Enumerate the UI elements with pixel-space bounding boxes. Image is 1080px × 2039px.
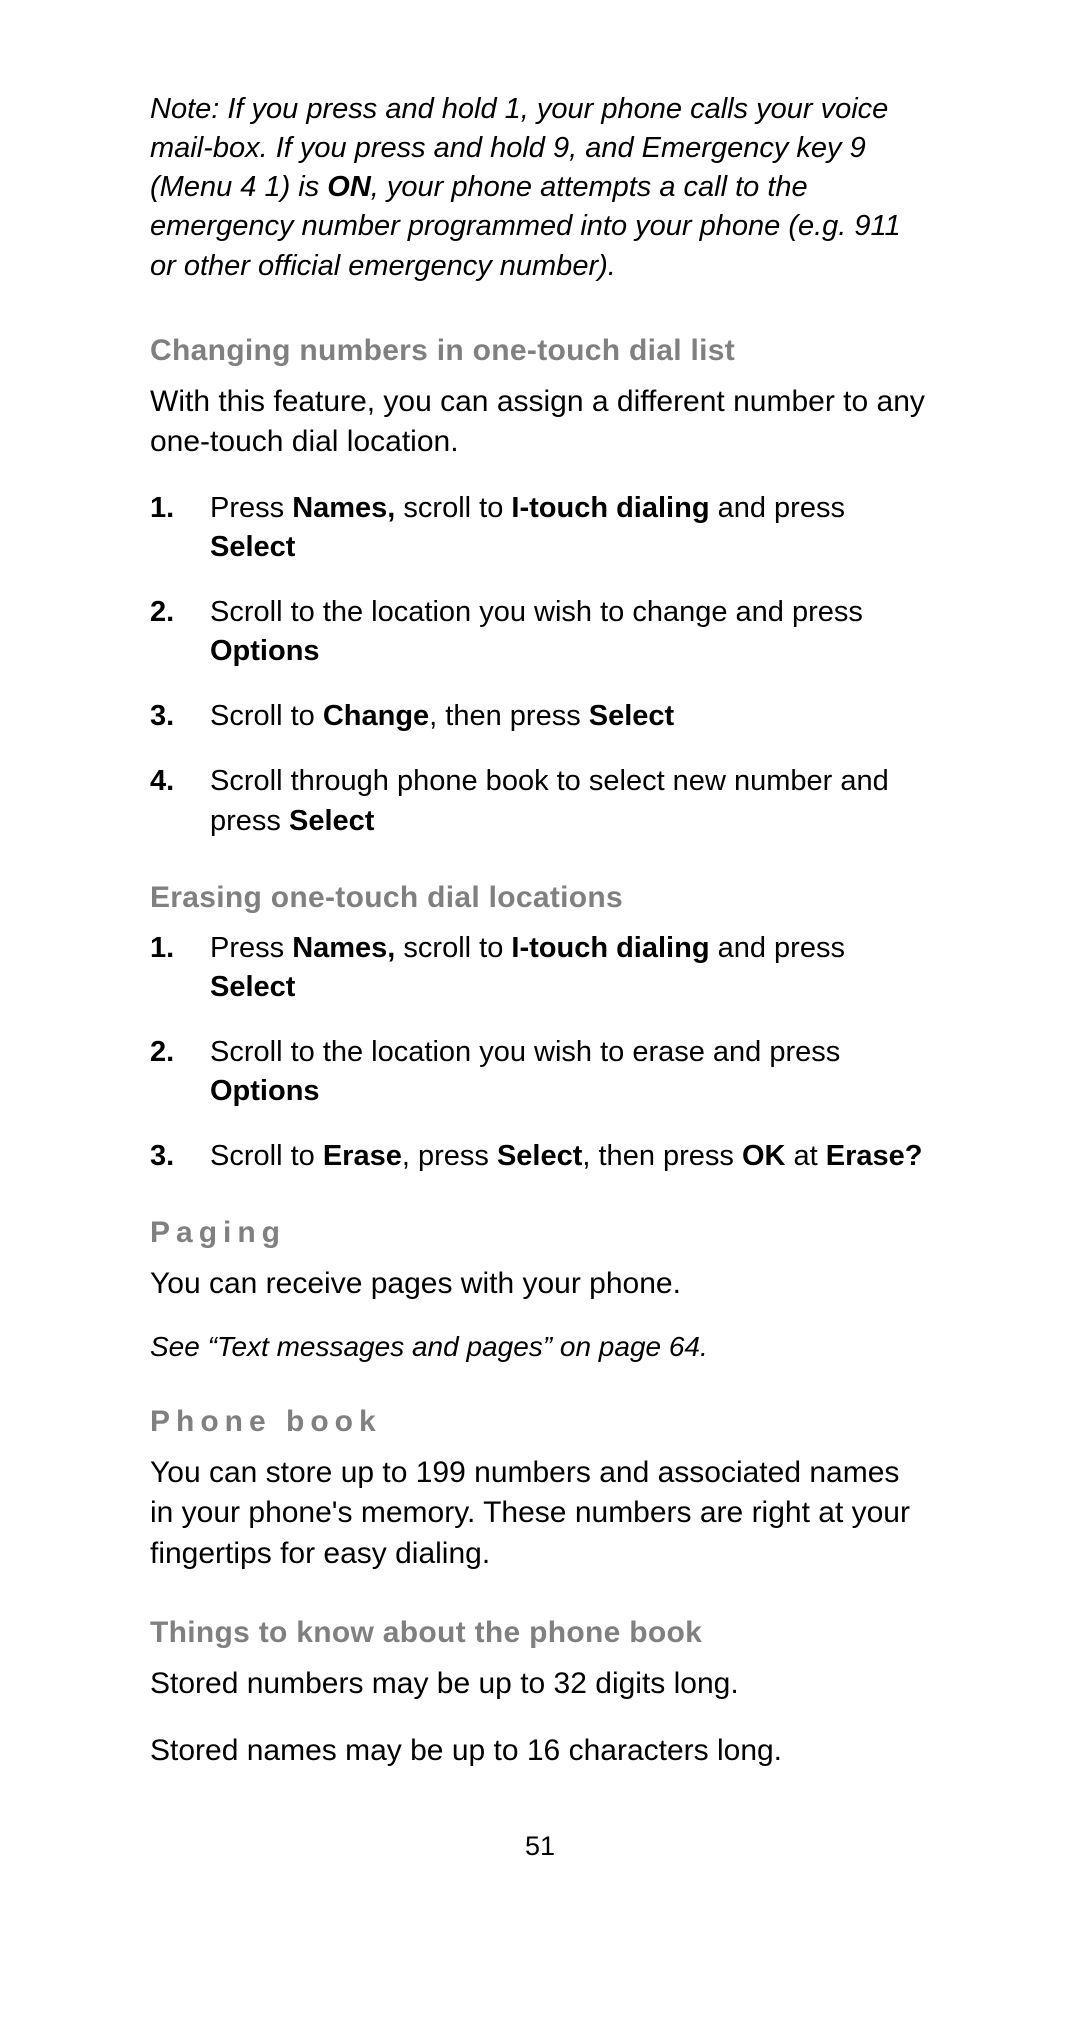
erasing-steps-list: Press Names, scroll to I-touch dialing a… (150, 929, 930, 1177)
paging-see-reference: See “Text messages and pages” on page 64… (150, 1331, 930, 1363)
list-item: Scroll through phone book to select new … (150, 762, 930, 840)
list-item: Scroll to Erase, press Select, then pres… (150, 1137, 930, 1176)
list-item: Press Names, scroll to I-touch dialing a… (150, 929, 930, 1007)
phonebook-body: You can store up to 199 numbers and asso… (150, 1453, 930, 1575)
changing-steps-list: Press Names, scroll to I-touch dialing a… (150, 489, 930, 841)
heading-phonebook: Phone book (150, 1405, 930, 1439)
heading-changing-numbers: Changing numbers in one-touch dial list (150, 334, 930, 368)
heading-erasing: Erasing one-touch dial locations (150, 881, 930, 915)
heading-paging: Paging (150, 1216, 930, 1250)
list-item: Scroll to the location you wish to chang… (150, 593, 930, 671)
heading-things-to-know: Things to know about the phone book (150, 1616, 930, 1650)
things-line2: Stored names may be up to 16 characters … (150, 1731, 930, 1772)
list-item: Scroll to the location you wish to erase… (150, 1033, 930, 1111)
things-line1: Stored numbers may be up to 32 digits lo… (150, 1664, 930, 1705)
note-paragraph: Note: If you press and hold 1, your phon… (150, 90, 930, 286)
list-item: Scroll to Change, then press Select (150, 697, 930, 736)
page-number: 51 (150, 1831, 930, 1862)
note-bold: ON (327, 171, 371, 203)
paging-body: You can receive pages with your phone. (150, 1264, 930, 1305)
list-item: Press Names, scroll to I-touch dialing a… (150, 489, 930, 567)
changing-intro: With this feature, you can assign a diff… (150, 382, 930, 463)
